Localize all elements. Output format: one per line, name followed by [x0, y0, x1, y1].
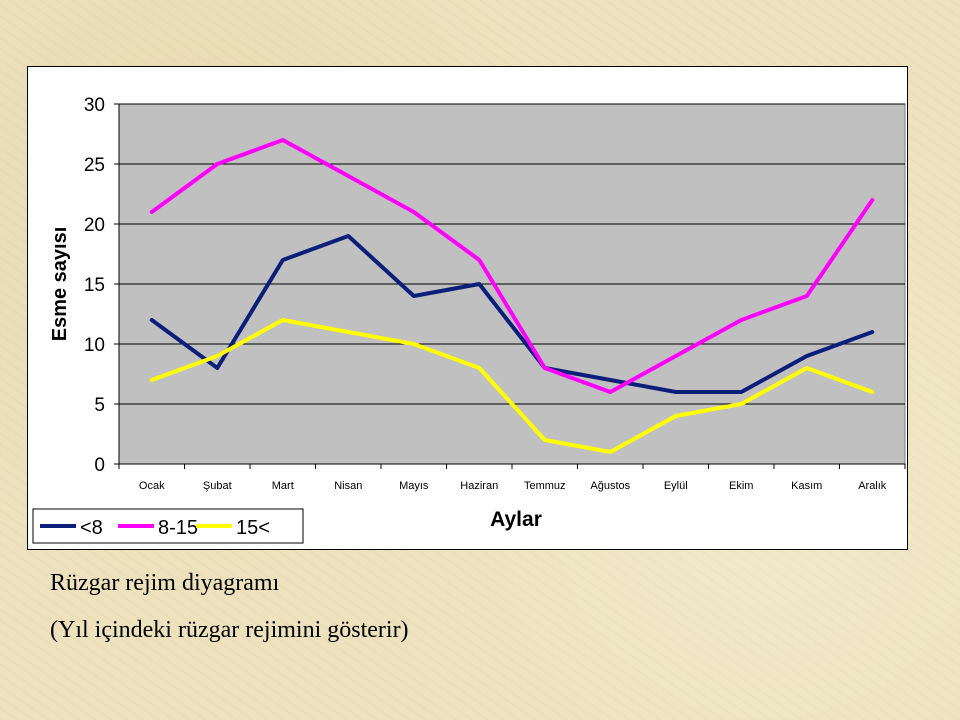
series-line	[149, 318, 875, 454]
x-tick-label: Aralık	[858, 480, 887, 492]
y-tick-label: 25	[84, 155, 105, 176]
y-tick-label: 5	[94, 395, 105, 416]
chart-container: 0 5 10 15 20 25 30 Ocak Şubat Mart Nisan Mayıs Hazir…	[27, 66, 908, 550]
x-tick-label: Eylül	[664, 480, 688, 492]
y-tick-label: 30	[84, 95, 105, 116]
x-tick-label: Ekim	[729, 480, 753, 492]
legend-box	[32, 508, 304, 544]
legend-label: 8-15	[158, 517, 198, 539]
x-tick-label: Kasım	[791, 480, 822, 492]
caption-subtitle: (Yıl içindeki rüzgar rejimini gösterir)	[50, 617, 409, 643]
x-tick-label: Mart	[272, 480, 294, 492]
x-tick-label: Ağustos	[590, 480, 630, 492]
legend-label: 15<	[236, 517, 270, 539]
legend-label: <8	[80, 517, 103, 539]
x-tick-label: Ocak	[139, 480, 165, 492]
caption-title: Rüzgar rejim diyagramı	[50, 570, 280, 596]
series-line	[149, 138, 875, 394]
x-axis-title: Aylar	[490, 508, 542, 531]
y-tick-label: 10	[84, 335, 105, 356]
x-tick-label: Temmuz	[524, 480, 566, 492]
x-tick-label: Mayıs	[399, 480, 429, 492]
y-tick-label: 15	[84, 275, 105, 296]
line-chart: 0 5 10 15 20 25 30 Ocak Şubat Mart Nisan Mayıs Hazir…	[32, 95, 906, 544]
series-line	[149, 234, 875, 394]
x-tick-label: Nisan	[334, 480, 362, 492]
y-tick-label: 20	[84, 215, 105, 236]
y-tick-label: 0	[94, 455, 105, 476]
x-tick-label: Haziran	[460, 480, 498, 492]
x-tick-label: Şubat	[203, 480, 232, 492]
y-axis-title: Esme sayısı	[49, 227, 71, 342]
